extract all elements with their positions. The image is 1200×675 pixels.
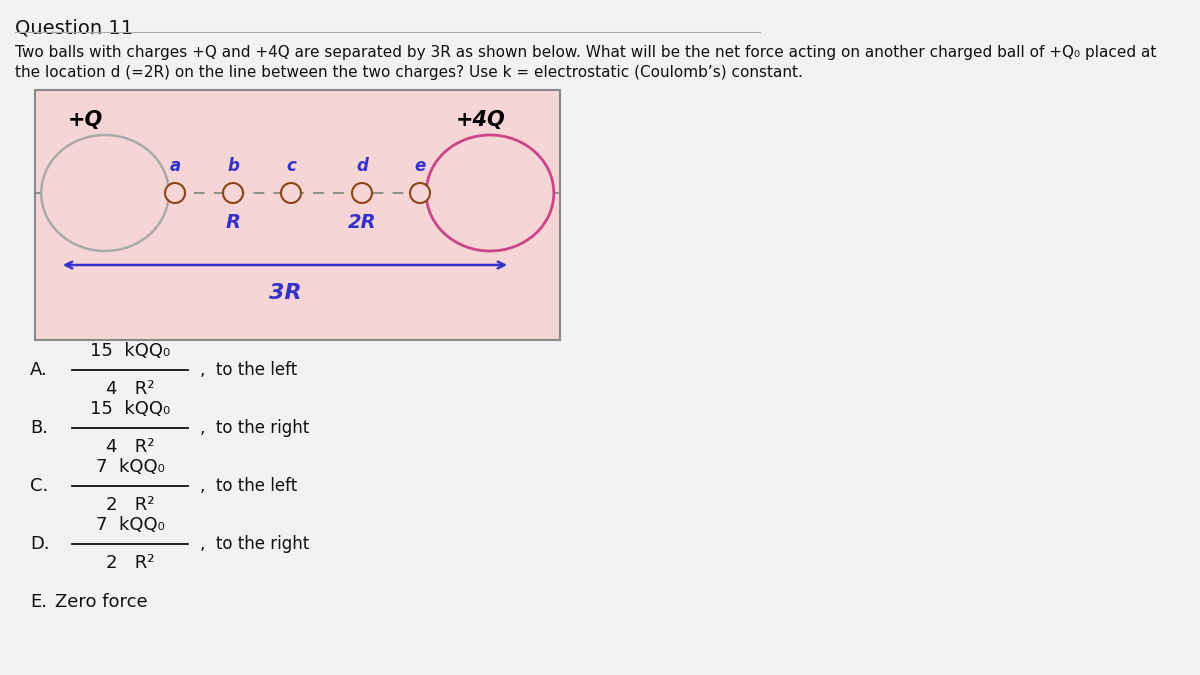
Text: D.: D.	[30, 535, 49, 553]
Text: e: e	[414, 157, 426, 175]
Text: ,  to the right: , to the right	[200, 535, 310, 553]
Text: 4   R²: 4 R²	[106, 380, 155, 398]
Text: ,  to the right: , to the right	[200, 419, 310, 437]
Text: c: c	[286, 157, 296, 175]
Text: B.: B.	[30, 419, 48, 437]
Text: 2R: 2R	[348, 213, 377, 232]
Ellipse shape	[426, 135, 553, 251]
Text: E.: E.	[30, 593, 47, 611]
Text: a: a	[169, 157, 181, 175]
Text: 2   R²: 2 R²	[106, 554, 155, 572]
Circle shape	[281, 183, 301, 203]
Text: the location d (=2R) on the line between the two charges? Use k = electrostatic : the location d (=2R) on the line between…	[14, 65, 803, 80]
Text: d: d	[356, 157, 368, 175]
Text: 7  kQQ₀: 7 kQQ₀	[96, 516, 164, 534]
Text: R: R	[226, 213, 240, 232]
Ellipse shape	[41, 135, 169, 251]
Text: 3R: 3R	[269, 283, 301, 303]
Circle shape	[410, 183, 430, 203]
Text: C.: C.	[30, 477, 48, 495]
Text: ,  to the left: , to the left	[200, 477, 298, 495]
Text: Two balls with charges +Q and +4Q are separated by 3R as shown below. What will : Two balls with charges +Q and +4Q are se…	[14, 45, 1157, 60]
Circle shape	[223, 183, 242, 203]
Text: 4   R²: 4 R²	[106, 438, 155, 456]
Text: Question 11: Question 11	[14, 18, 133, 37]
Text: b: b	[227, 157, 239, 175]
Text: +4Q: +4Q	[456, 110, 505, 130]
Text: Zero force: Zero force	[55, 593, 148, 611]
Text: +Q: +Q	[68, 110, 103, 130]
Text: 7  kQQ₀: 7 kQQ₀	[96, 458, 164, 476]
Text: 2   R²: 2 R²	[106, 496, 155, 514]
Text: 15  kQQ₀: 15 kQQ₀	[90, 342, 170, 360]
Circle shape	[352, 183, 372, 203]
Text: ,  to the left: , to the left	[200, 361, 298, 379]
Text: A.: A.	[30, 361, 48, 379]
Text: 15  kQQ₀: 15 kQQ₀	[90, 400, 170, 418]
Bar	[35, 90, 560, 340]
Circle shape	[166, 183, 185, 203]
